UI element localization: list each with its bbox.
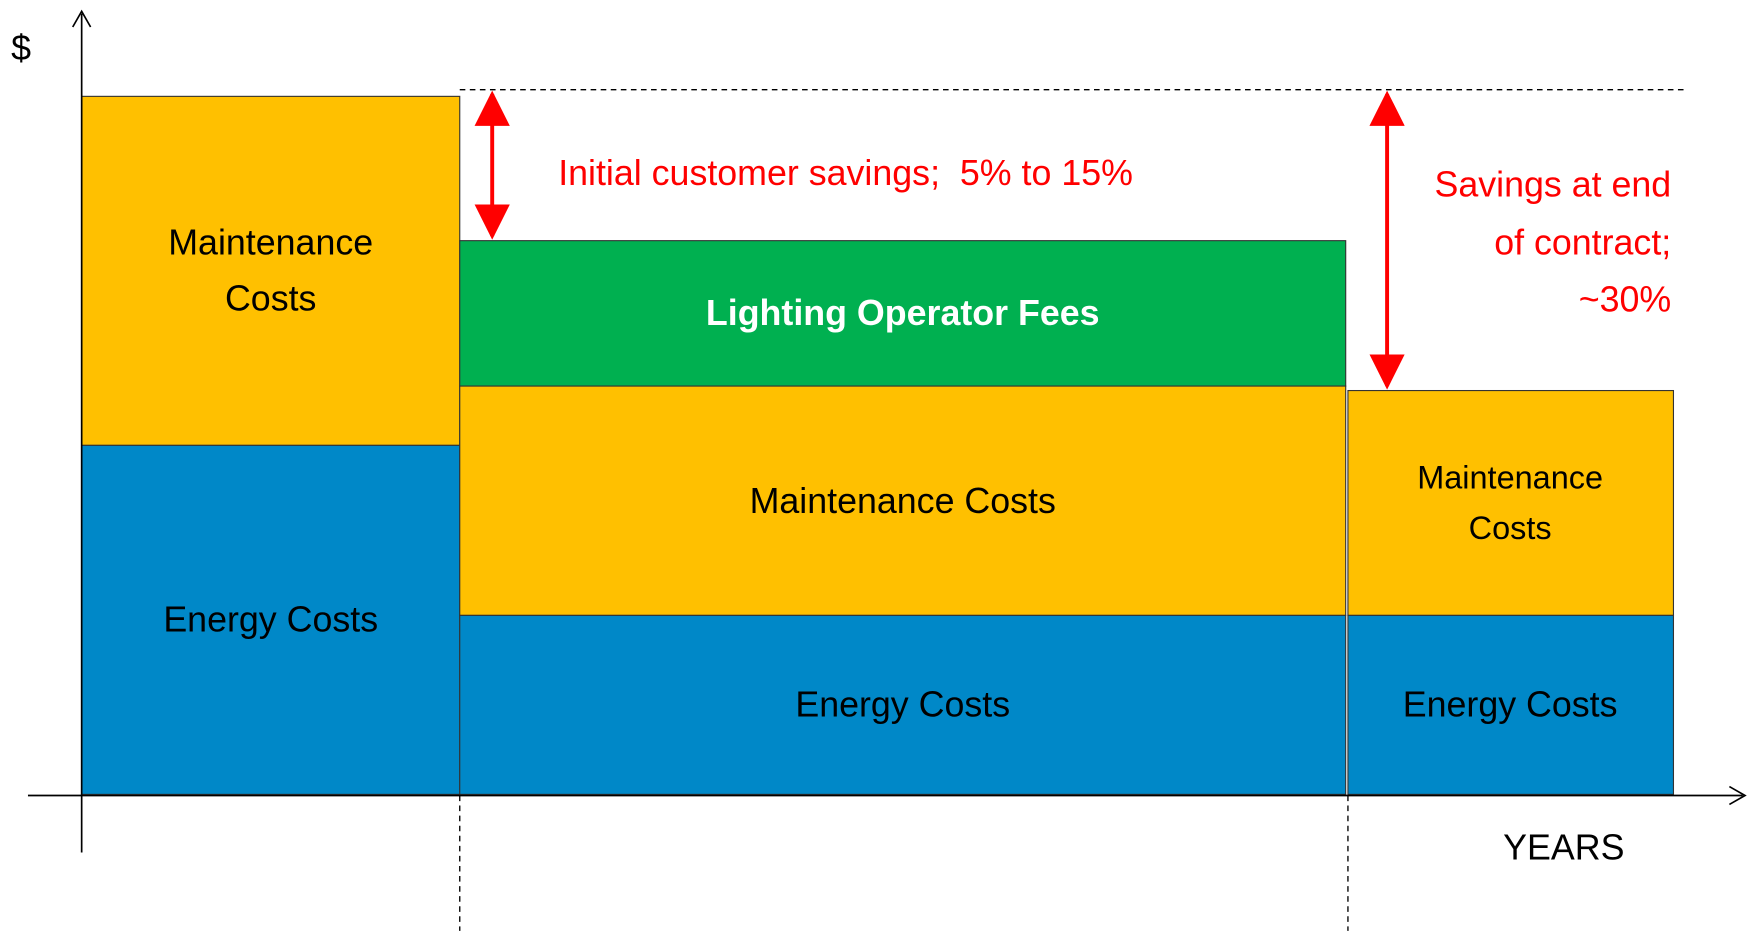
annotation: Initial customer savings; 5% to 15%	[558, 153, 1133, 193]
block-energy	[1347, 614, 1675, 795]
block-label: Costs	[1469, 510, 1552, 546]
x-axis-arrow	[1728, 785, 1747, 806]
block-maintenance	[1347, 389, 1675, 616]
block-label: Energy Costs	[1403, 685, 1618, 725]
block-label: Energy Costs	[163, 600, 378, 640]
block-label: Maintenance Costs	[750, 481, 1056, 521]
block-label: Maintenance	[168, 223, 373, 263]
block-label: Lighting Operator Fees	[706, 293, 1100, 333]
block-maintenance	[81, 95, 461, 446]
block-maintenance	[459, 385, 1347, 616]
y-axis-label: $	[11, 28, 31, 68]
x-axis-label: YEARS	[1503, 828, 1624, 868]
block-fees	[459, 240, 1347, 387]
block-energy	[81, 444, 461, 795]
block-label: Energy Costs	[795, 685, 1010, 725]
y-axis-arrow	[71, 9, 92, 28]
block-label: Maintenance	[1417, 460, 1603, 496]
annotation: of contract;	[1494, 223, 1671, 263]
annotation: Savings at end	[1434, 164, 1671, 204]
block-label: Costs	[225, 279, 316, 319]
block-energy	[459, 614, 1347, 795]
annotation: ~30%	[1579, 280, 1672, 320]
